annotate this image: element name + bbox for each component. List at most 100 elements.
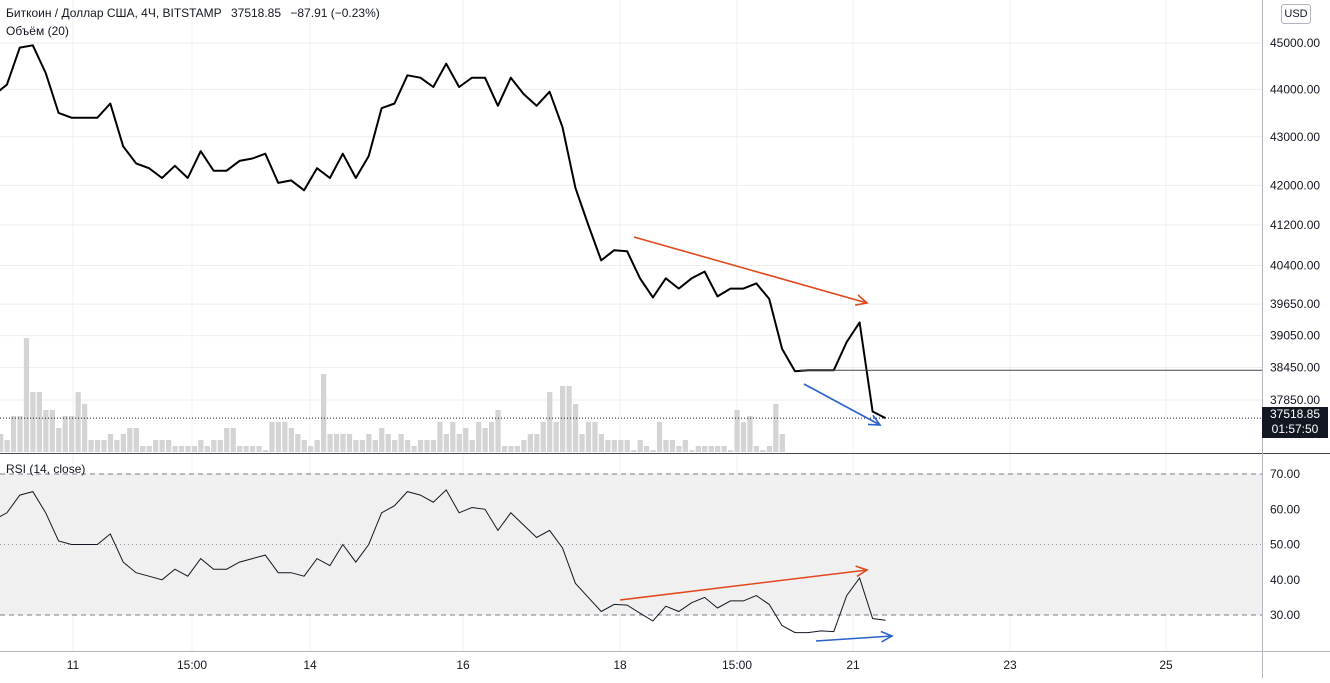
price-change-value: −87.91 (−0.23%) — [290, 6, 380, 20]
time-tick-label: 16 — [456, 658, 470, 672]
volume-bar — [450, 422, 456, 452]
volume-bar — [308, 446, 314, 452]
volume-bar — [243, 446, 249, 452]
volume-bar — [695, 446, 701, 452]
volume-bar — [198, 440, 204, 452]
volume-bar — [456, 434, 462, 452]
volume-bar — [140, 446, 146, 452]
volume-bar — [572, 404, 579, 452]
volume-bar — [120, 434, 126, 452]
price-tick-label: 45000.00 — [1270, 36, 1320, 50]
volume-bar — [81, 404, 88, 452]
volume-bar — [527, 434, 533, 452]
volume-bar — [669, 440, 676, 452]
volume-bar — [760, 450, 766, 452]
volume-bar — [656, 422, 663, 452]
price-drop-arrow — [803, 383, 881, 426]
volume-bar — [727, 450, 734, 452]
volume-bar — [237, 446, 243, 452]
volume-bar — [443, 434, 449, 452]
rsi-legend[interactable]: RSI (14, close) — [6, 462, 91, 476]
volume-bar — [566, 386, 572, 452]
volume-bar — [592, 422, 598, 452]
volume-bar — [476, 422, 482, 452]
volume-bar — [702, 446, 708, 452]
annotations — [619, 236, 894, 643]
symbol-title[interactable]: Биткоин / Доллар США, 4Ч, BITSTAMP — [6, 6, 222, 20]
price-tick-label: 44000.00 — [1270, 82, 1320, 96]
volume-bar — [133, 428, 139, 452]
volume-bar — [101, 440, 107, 452]
last-price-tag-value: 37518.85 — [1269, 407, 1321, 421]
volume-bar — [36, 392, 43, 452]
time-tick-label: 11 — [67, 658, 80, 672]
last-price-tag: 37518.85 01:57:50 — [1262, 407, 1328, 438]
volume-bar — [411, 446, 417, 452]
price-trend-arrow-head — [855, 294, 869, 306]
volume-bar — [624, 440, 630, 452]
rsi-tick-label: 40.00 — [1270, 573, 1300, 587]
volume-bar — [224, 428, 230, 452]
volume-bar — [0, 434, 4, 452]
volume-bar — [269, 422, 275, 452]
volume-bar — [127, 428, 133, 452]
volume-bar — [178, 446, 185, 452]
volume-bar — [508, 446, 514, 452]
volume-bar — [605, 440, 611, 452]
volume-bar — [372, 440, 378, 452]
volume-bar — [753, 446, 760, 452]
volume-bar — [521, 440, 527, 452]
volume-bar — [346, 434, 353, 452]
bar-countdown: 01:57:50 — [1271, 422, 1319, 436]
volume-bar — [327, 434, 333, 452]
volume-bar — [314, 440, 320, 452]
volume-bar — [585, 422, 592, 452]
volume-bar — [185, 446, 191, 452]
volume-bar — [553, 422, 559, 452]
volume-bar — [644, 446, 650, 452]
volume-bar — [740, 422, 747, 452]
volume-bar — [404, 440, 411, 452]
volume-bar — [417, 440, 424, 452]
volume-legend[interactable]: Объём (20) — [6, 24, 75, 38]
volume-bar — [398, 434, 404, 452]
volume-bar — [779, 434, 785, 452]
volume-bar — [114, 440, 120, 452]
rsi-label[interactable]: RSI (14, close) — [6, 462, 86, 476]
volume-bars — [0, 338, 785, 452]
price-tick-label: 41200.00 — [1270, 218, 1320, 232]
currency-button[interactable]: USD — [1281, 4, 1311, 24]
volume-bar — [424, 440, 430, 452]
symbol-legend[interactable]: Биткоин / Доллар США, 4Ч, BITSTAMP 37518… — [6, 6, 386, 20]
volume-bar — [288, 428, 294, 452]
volume-bar — [282, 422, 288, 452]
volume-bar — [482, 428, 488, 452]
volume-bar — [392, 440, 398, 452]
rsi-tick-label: 70.00 — [1270, 467, 1300, 481]
volume-bar — [366, 434, 372, 452]
rsi-trend-arrow-head — [855, 565, 869, 578]
volume-bar — [301, 440, 307, 452]
time-tick-label: 25 — [1159, 658, 1173, 672]
volume-bar — [23, 338, 30, 452]
volume-bar — [153, 440, 159, 452]
volume-bar — [88, 440, 94, 452]
volume-bar — [262, 450, 269, 452]
volume-bar — [56, 428, 62, 452]
volume-bar — [514, 446, 521, 452]
volume-bar — [49, 410, 55, 452]
volume-bar — [69, 416, 75, 452]
volume-bar — [437, 422, 443, 452]
volume-label[interactable]: Объём (20) — [6, 24, 69, 38]
price-tick-label: 37850.00 — [1270, 393, 1320, 407]
time-tick-label: 23 — [1003, 658, 1017, 672]
volume-bar — [689, 450, 695, 452]
price-lines — [0, 44, 1262, 419]
price-tick-label: 39050.00 — [1270, 329, 1320, 343]
volume-bar — [353, 440, 359, 452]
volume-bar — [715, 446, 721, 452]
volume-bar — [275, 422, 282, 452]
volume-bar — [637, 440, 643, 452]
volume-bar — [463, 428, 469, 452]
